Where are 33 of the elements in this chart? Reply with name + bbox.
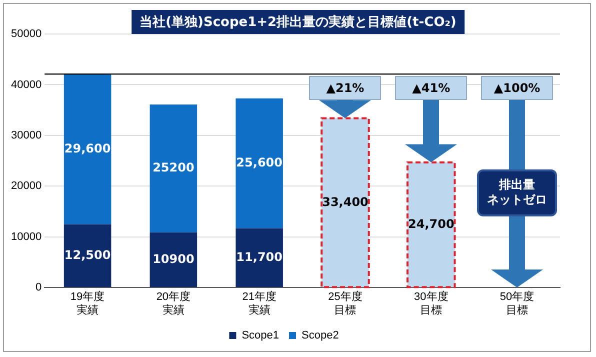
legend-label: Scope2 [302, 330, 339, 342]
x-tick-label: 25年度目標 [328, 290, 362, 316]
x-tick-label: 30年度目標 [414, 290, 448, 316]
y-tick-label: 0 [35, 282, 42, 294]
legend-label: Scope1 [242, 330, 280, 342]
bar [64, 74, 112, 224]
x-tick-label: 19年度実績 [70, 290, 105, 316]
x-tick-label: 50年度目標 [500, 290, 534, 316]
data-label: 10900 [152, 252, 194, 266]
annotation: ▲100% [481, 76, 554, 100]
data-label: 29,600 [64, 141, 111, 156]
data-label: 33,400 [322, 194, 368, 209]
y-tick-label: 40000 [10, 78, 42, 91]
annotation: ▲21% [309, 76, 382, 100]
data-label: 25200 [152, 160, 194, 175]
y-tick-label: 20000 [10, 180, 42, 192]
bar [236, 98, 283, 228]
x-tick-label: 20年度実績 [156, 290, 191, 316]
data-label: 25,600 [236, 155, 282, 170]
y-tick-label: 30000 [10, 129, 42, 142]
bar [236, 228, 283, 288]
data-label: 12,500 [64, 248, 111, 262]
data-label: 11,700 [236, 250, 282, 264]
bar [150, 232, 198, 288]
y-tick-label: 50000 [10, 28, 42, 40]
x-tick-label: 21年度実績 [242, 290, 276, 316]
data-label: 24,700 [408, 216, 454, 231]
chart-title: 当社(単独)Scope1+2排出量の実績と目標値(t-CO₂) [132, 10, 464, 34]
y-tick-label: 10000 [10, 230, 42, 243]
annotation: ▲41% [395, 76, 468, 100]
bar [150, 104, 198, 232]
annotation: 排出量ネットゼロ [477, 169, 558, 216]
bar [64, 224, 112, 288]
